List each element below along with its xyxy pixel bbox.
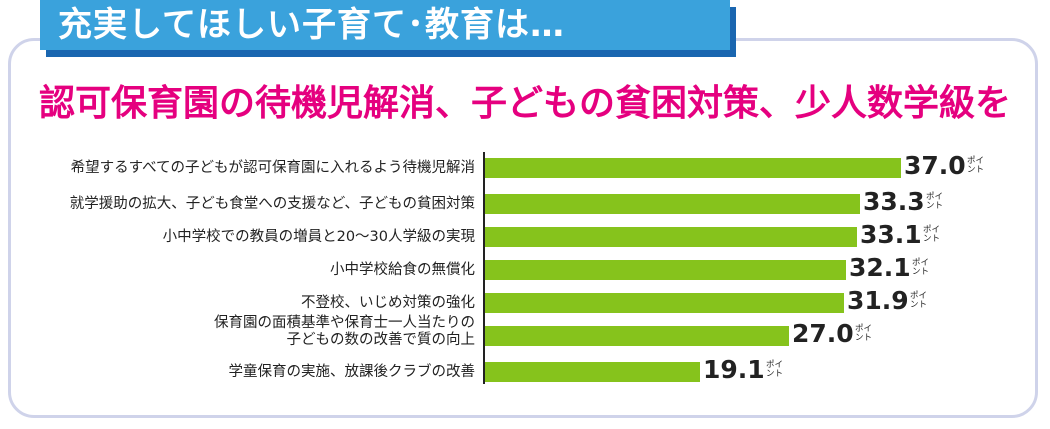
chart-axis-line [483,152,485,384]
category-label: 就学援助の拡大、子ども食堂への支援など、子どもの貧困対策 [69,195,475,212]
category-label: 希望するすべての子どもが認可保育園に入れるよう待機児解消 [70,159,475,176]
value-label: 37.0 [904,151,966,180]
unit-label: ポイ ント [910,291,928,310]
headline: 認可保育園の待機児解消、子どもの貧困対策、少人数学級を [38,83,1011,124]
category-label: 小中学校での教員の増員と20～30人学級の実現 [162,228,475,245]
category-label: 学童保育の実施、放課後クラブの改善 [228,363,476,380]
value-label: 19.1 [703,355,765,384]
bar [485,362,700,382]
bar [485,194,860,214]
bar [485,260,846,280]
unit-label: ポイ ント [766,360,784,379]
value-label: 33.3 [863,187,925,216]
unit-label: ポイ ント [855,324,873,343]
bar [485,293,844,313]
value-label: 33.1 [860,220,922,249]
title-tab: 充実してほしい子育て･教育は… [40,0,730,50]
value-label: 27.0 [792,319,854,348]
unit-label: ポイ ント [912,258,930,277]
value-label: 31.9 [847,286,909,315]
unit-label: ポイ ント [967,156,985,175]
unit-label: ポイ ント [926,192,944,211]
category-label: 小中学校給食の無償化 [330,261,475,278]
unit-label: ポイ ント [923,225,941,244]
bar [485,158,901,178]
bar [485,326,789,346]
category-label: 不登校、いじめ対策の強化 [301,294,475,311]
bar [485,227,857,247]
category-label: 保育園の面積基準や保育士一人当たりの 子どもの数の改善で質の向上 [214,315,475,348]
value-label: 32.1 [849,253,911,282]
